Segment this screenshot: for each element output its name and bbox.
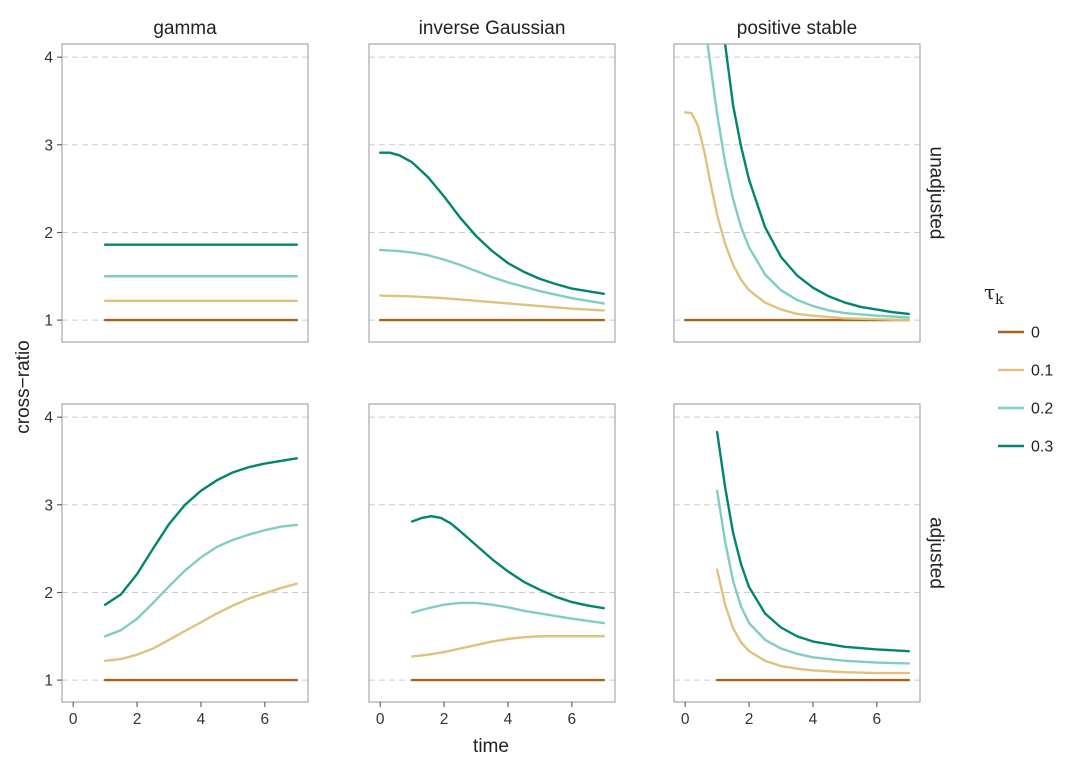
facet-title-positive-stable: positive stable [737,18,857,39]
panels-layer: gamma 1 2 3 4 inverse Gaussian positive stable… [44,18,946,728]
x-tick-label: 2 [133,711,142,728]
y-tick-label: 3 [44,137,53,154]
panel-adjusted-inverse-gaussian: 0 2 4 6 [368,403,616,728]
y-tick-label: 4 [44,410,53,427]
series-line-tau-0-1 [683,111,911,322]
legend-items: 0 0.1 0.2 0.3 [998,325,1053,456]
legend-item-0-2: 0.2 [998,401,1053,418]
series-line-tau-0-3 [723,44,911,316]
y-tick-label: 1 [44,673,53,690]
x-tick-label: 6 [873,711,882,728]
panel-border [673,43,921,343]
series-line-tau-0-3 [715,430,911,653]
legend-label: 0.3 [1031,439,1053,456]
series-line-tau-0-2 [103,523,299,638]
panel-unadjusted-gamma: gamma 1 2 3 4 [44,18,309,343]
facet-title-gamma: gamma [153,18,217,39]
y-tick-label: 2 [44,585,53,602]
legend-item-0-1: 0.1 [998,363,1053,380]
series-line-tau-0-2 [378,248,606,305]
panel-border [673,403,921,703]
series-line-tau-0-1 [378,294,606,312]
series-line-tau-0-3 [103,457,299,606]
panel-adjusted-positive-stable: adjusted 0 2 4 6 [673,403,947,728]
series-line-tau-0-2 [715,489,911,665]
x-tick-label: 6 [568,711,577,728]
x-tick-label: 4 [197,711,206,728]
y-axis-title: cross−ratio [13,340,34,433]
legend-label: 0 [1031,325,1040,342]
series-line-tau-0-2 [706,44,911,319]
x-tick-label: 0 [376,711,385,728]
x-tick-label: 0 [69,711,78,728]
strip-label-unadjusted: unadjusted [926,147,947,240]
panel-unadjusted-inverse-gaussian: inverse Gaussian [368,18,616,343]
series-line-tau-0-3 [378,151,606,295]
x-tick-label: 6 [261,711,270,728]
y-tick-label: 2 [44,225,53,242]
legend: τk 0 0.1 0.2 0.3 [984,280,1053,456]
series-line-tau-0-1 [103,582,299,663]
legend-title: τk [984,280,1004,308]
panel-border [61,403,309,703]
x-tick-label: 4 [809,711,818,728]
x-axis-title: time [473,736,509,757]
x-tick-label: 2 [440,711,449,728]
strip-label-adjusted: adjusted [926,517,947,589]
x-tick-label: 0 [681,711,690,728]
legend-item-0-3: 0.3 [998,439,1053,456]
panel-border [368,43,616,343]
series-line-tau-0-1 [410,635,606,658]
legend-title-symbol: τ [984,280,995,304]
series-line-tau-0-1 [715,568,911,675]
panel-border [368,403,616,703]
panel-border [61,43,309,343]
legend-title-subscript: k [995,292,1004,308]
facet-title-inverse-gaussian: inverse Gaussian [419,18,566,39]
y-tick-label: 3 [44,497,53,514]
legend-label: 0.2 [1031,401,1053,418]
panel-adjusted-gamma: 1 2 3 4 0 2 4 6 [44,403,309,728]
panel-unadjusted-positive-stable: positive stable unadjusted [673,18,947,343]
legend-label: 0.1 [1031,363,1053,380]
x-tick-label: 4 [504,711,513,728]
series-line-tau-0-3 [410,514,606,610]
legend-item-0: 0 [998,325,1040,342]
x-tick-label: 2 [745,711,754,728]
y-tick-label: 4 [44,50,53,67]
y-tick-label: 1 [44,313,53,330]
series-line-tau-0-2 [410,601,606,625]
